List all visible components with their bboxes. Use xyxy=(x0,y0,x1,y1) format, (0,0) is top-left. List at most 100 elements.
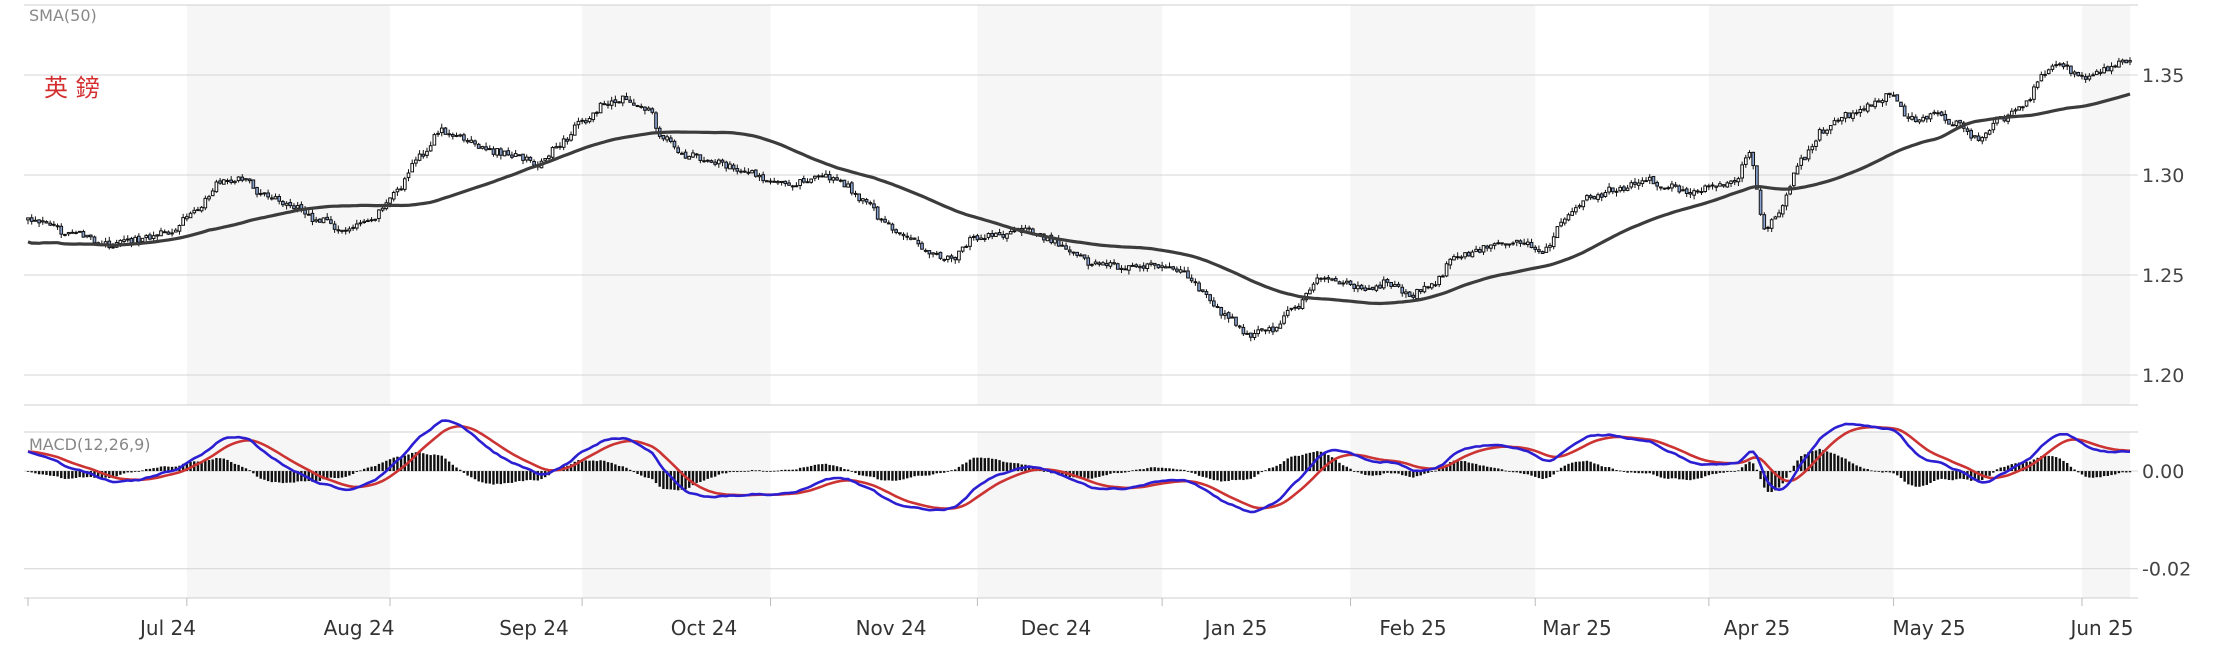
histogram-bar xyxy=(1681,471,1685,480)
histogram-bar xyxy=(385,460,388,472)
histogram-bar xyxy=(1910,471,1914,486)
histogram-bar xyxy=(1715,471,1718,474)
candle-body xyxy=(1130,264,1135,267)
histogram-bar xyxy=(928,471,931,476)
candle-body xyxy=(1500,242,1504,245)
histogram-bar xyxy=(850,471,854,472)
candle-body xyxy=(1854,112,1859,115)
histogram-bar xyxy=(1825,451,1829,472)
histogram-bar xyxy=(200,461,203,472)
histogram-bar xyxy=(1445,464,1448,472)
candle-body xyxy=(912,237,917,240)
histogram-bar xyxy=(388,459,392,472)
histogram-bar xyxy=(1452,460,1456,472)
histogram-bar xyxy=(63,471,67,479)
candle-body xyxy=(532,160,536,166)
histogram-bar xyxy=(1393,471,1397,474)
histogram-bar xyxy=(82,471,85,478)
histogram-bar xyxy=(1744,464,1748,472)
candle-body xyxy=(1293,306,1297,309)
candle-body xyxy=(1145,263,1150,269)
month-band xyxy=(1350,432,1536,598)
candle-body xyxy=(872,203,876,209)
histogram-bar xyxy=(56,471,59,477)
candle-body xyxy=(1747,151,1752,158)
histogram-bar xyxy=(1925,471,1929,485)
candle-body xyxy=(1659,186,1663,189)
histogram-bar xyxy=(1341,465,1345,472)
candle-body xyxy=(2102,67,2106,74)
candle-body xyxy=(591,112,596,121)
histogram-bar xyxy=(1002,461,1005,472)
candle-body xyxy=(436,132,440,135)
candle-body xyxy=(465,140,470,143)
histogram-bar xyxy=(721,471,724,474)
histogram-bar xyxy=(241,466,244,472)
histogram-bar xyxy=(1578,461,1581,472)
histogram-bar xyxy=(1404,471,1408,476)
histogram-bar xyxy=(337,471,340,479)
histogram-bar xyxy=(1537,471,1541,479)
histogram-bar xyxy=(643,471,647,478)
candle-body xyxy=(620,95,625,104)
candle-body xyxy=(1762,214,1767,230)
candle-body xyxy=(2069,65,2073,74)
histogram-bar xyxy=(665,471,669,490)
histogram-bar xyxy=(824,463,828,472)
histogram-bar xyxy=(399,456,403,472)
candle-body xyxy=(1012,230,1017,233)
histogram-bar xyxy=(1515,471,1518,473)
histogram-bar xyxy=(274,471,277,482)
histogram-bar xyxy=(2054,457,2058,472)
histogram-bar xyxy=(1153,467,1156,472)
histogram-bar xyxy=(780,469,783,472)
histogram-bar xyxy=(2110,471,2113,476)
candle-body xyxy=(1614,190,1619,193)
histogram-bar xyxy=(1796,460,1799,472)
histogram-bar xyxy=(2065,463,2069,472)
histogram-bar xyxy=(939,471,942,474)
candle-body xyxy=(1936,112,1940,115)
candle-body xyxy=(809,178,814,183)
histogram-bar xyxy=(2032,459,2036,472)
histogram-bar xyxy=(1386,471,1389,473)
candle-body xyxy=(713,161,717,165)
candle-body xyxy=(1891,94,1896,97)
candle-body xyxy=(332,223,337,230)
histogram-bar xyxy=(1375,471,1378,476)
histogram-bar xyxy=(1567,463,1570,472)
candle-body xyxy=(968,237,972,247)
candle-body xyxy=(214,181,219,193)
histogram-bar xyxy=(1685,471,1688,480)
candle-body xyxy=(1381,279,1386,289)
candle-body xyxy=(1112,262,1116,265)
candle-body xyxy=(1551,236,1556,248)
candle-body xyxy=(1780,205,1785,215)
histogram-bar xyxy=(1600,466,1603,472)
candle-body xyxy=(949,255,954,259)
histogram-bar xyxy=(1075,471,1079,478)
histogram-bar xyxy=(244,468,248,472)
candle-body xyxy=(934,252,939,255)
candle-body xyxy=(340,229,344,232)
candle-body xyxy=(1208,294,1212,302)
histogram-bar xyxy=(141,470,144,472)
histogram-bar xyxy=(348,471,351,476)
candle-body xyxy=(2083,76,2088,80)
histogram-bar xyxy=(1197,471,1201,476)
histogram-bar xyxy=(758,470,761,472)
candle-body xyxy=(391,191,396,200)
candle-body xyxy=(849,182,854,194)
x-tick-label: Sep 24 xyxy=(499,616,569,640)
candle-body xyxy=(558,145,562,148)
candle-body xyxy=(1101,262,1105,266)
histogram-bar xyxy=(761,470,765,472)
candle-body xyxy=(1703,185,1707,193)
candle-body xyxy=(144,235,149,239)
month-band xyxy=(582,432,771,598)
candle-body xyxy=(731,164,736,170)
candle-body xyxy=(1529,241,1534,249)
histogram-bar xyxy=(861,471,865,476)
candle-body xyxy=(1592,196,1597,200)
histogram-bar xyxy=(968,459,972,472)
